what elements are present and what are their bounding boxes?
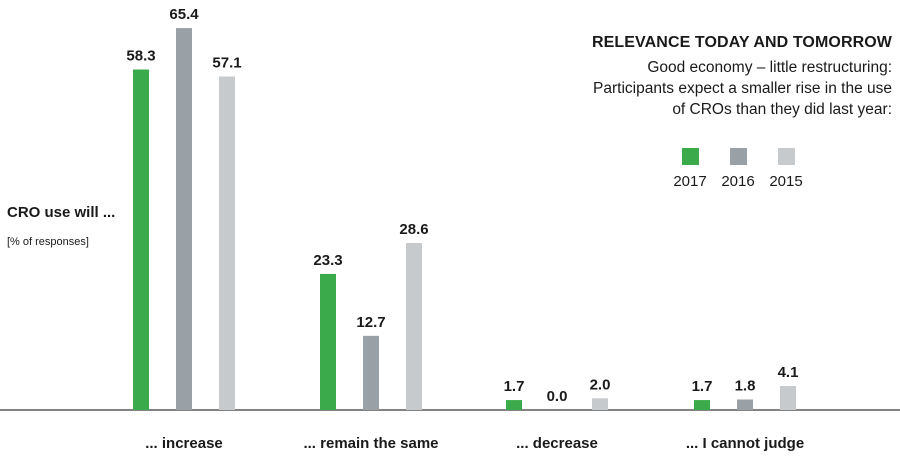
data-label-remain-the-same-2016: 12.7 [356, 314, 385, 331]
legend-item-2016: 2016 [714, 148, 762, 190]
data-label-decrease-2015: 2.0 [590, 376, 611, 393]
category-label-remain-the-same: ... remain the same [303, 435, 438, 452]
bar-decrease-2015 [592, 398, 608, 410]
legend-item-2015: 2015 [762, 148, 810, 190]
bar-increase-2015 [219, 76, 235, 410]
legend-label-2016: 2016 [721, 173, 755, 190]
bar-i-cannot-judge-2016 [737, 399, 753, 410]
subtitle-line-2: Participants expect a smaller rise in th… [593, 80, 892, 97]
data-label-increase-2017: 58.3 [126, 48, 155, 65]
bar-i-cannot-judge-2015 [780, 386, 796, 410]
bar-remain-the-same-2017 [320, 273, 336, 410]
legend-swatch-2015 [777, 148, 795, 165]
y-axis-unit: [% of responses] [7, 236, 89, 248]
category-label-decrease: ... decrease [516, 435, 598, 452]
bar-decrease-2017 [506, 400, 522, 410]
legend-swatch-2017 [681, 148, 699, 165]
category-label-i-cannot-judge: ... I cannot judge [686, 435, 804, 452]
data-label-decrease-2016: 0.0 [547, 388, 568, 405]
bar-i-cannot-judge-2017 [694, 400, 710, 410]
subtitle-line-1: Good economy – little restructuring: [647, 59, 892, 76]
category-label-increase: ... increase [145, 435, 223, 452]
data-label-increase-2016: 65.4 [169, 6, 199, 23]
bar-increase-2017 [133, 69, 149, 410]
legend-swatch-2016 [729, 148, 747, 165]
legend-label-2015: 2015 [769, 173, 803, 190]
legend-label-2017: 2017 [673, 173, 707, 190]
bar-increase-2016 [176, 28, 192, 411]
data-label-decrease-2017: 1.7 [504, 378, 525, 395]
legend-item-2017: 2017 [666, 148, 714, 190]
data-label-remain-the-same-2015: 28.6 [399, 221, 428, 238]
chart-title: RELEVANCE TODAY AND TOMORROW [591, 34, 892, 51]
subtitle-line-3: of CROs than they did last year: [672, 101, 892, 118]
data-label-increase-2015: 57.1 [212, 55, 241, 72]
data-label-i-cannot-judge-2017: 1.7 [692, 378, 713, 395]
data-label-i-cannot-judge-2015: 4.1 [778, 364, 799, 381]
chart-subtitle: Good economy – little restructuring: Par… [540, 57, 892, 120]
y-axis-label: CRO use will ... [7, 204, 116, 221]
data-label-remain-the-same-2017: 23.3 [313, 252, 342, 269]
bar-remain-the-same-2015 [406, 242, 422, 410]
bar-remain-the-same-2016 [363, 335, 379, 410]
data-label-i-cannot-judge-2016: 1.8 [735, 377, 756, 394]
